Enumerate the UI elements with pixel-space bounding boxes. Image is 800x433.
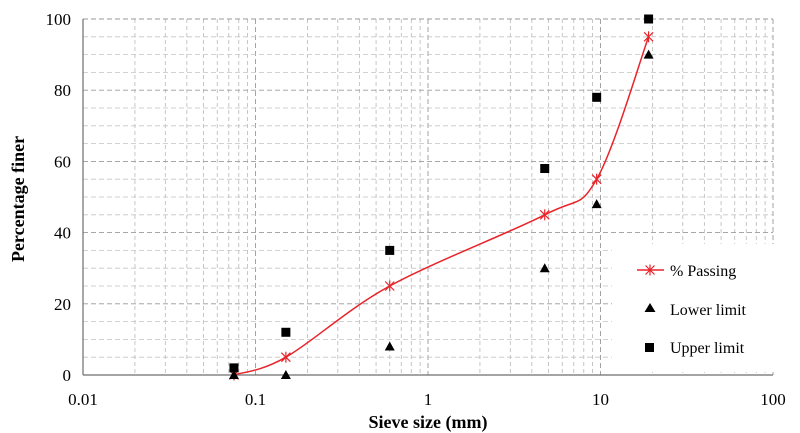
upper-limit-point xyxy=(281,327,291,337)
axes xyxy=(82,19,773,376)
passing-point xyxy=(643,31,654,43)
lower-limit-point xyxy=(643,49,654,59)
x-tick-label: 1 xyxy=(424,390,433,409)
legend-entry-lower: Lower limit xyxy=(644,302,747,319)
upper-limit-point xyxy=(592,92,602,102)
upper-limit-point xyxy=(644,14,654,24)
passing-point xyxy=(384,280,395,292)
x-tick-label: 0.01 xyxy=(68,390,98,409)
legend-box xyxy=(612,244,782,372)
legend-entry-upper: Upper limit xyxy=(645,340,745,357)
y-axis-title: Percentage finer xyxy=(8,136,28,262)
upper-limit-point xyxy=(385,245,395,255)
y-tick-label: 0 xyxy=(63,366,72,385)
legend-lower-label: Lower limit xyxy=(670,302,747,319)
lower-limit-point xyxy=(280,370,291,379)
x-tick-label: 10 xyxy=(592,390,609,409)
x-tick-label: 100 xyxy=(760,390,786,409)
legend-triangle-marker xyxy=(644,303,656,312)
upper-limit-point xyxy=(540,164,550,174)
legend-square-marker xyxy=(645,343,654,352)
x-tick-label: 0.1 xyxy=(245,390,266,409)
lower-limit-point xyxy=(591,199,602,209)
series xyxy=(228,14,654,381)
legend-star-shape xyxy=(645,264,655,276)
y-tick-label: 80 xyxy=(54,81,71,100)
passing-series-line xyxy=(233,36,650,376)
legend: % Passing Lower limit Upper limit xyxy=(612,244,782,372)
passing-point xyxy=(539,209,550,221)
upper-limit-point xyxy=(229,363,239,373)
legend-upper-label: Upper limit xyxy=(670,340,745,357)
x-axis-title: Sieve size (mm) xyxy=(369,412,488,433)
legend-entry-passing: % Passing xyxy=(637,263,736,280)
grid xyxy=(82,18,774,375)
legend-passing-label: % Passing xyxy=(670,263,736,280)
y-tick-label: 20 xyxy=(54,295,71,314)
y-tick-label: 60 xyxy=(54,152,71,171)
lower-limit-point xyxy=(539,263,550,273)
legend-star-marker xyxy=(645,264,655,276)
lower-limit-point xyxy=(228,370,239,379)
passing-point xyxy=(280,351,291,363)
tick-labels: 0.01 0.1 1 10 100 0 20 40 60 80 100 xyxy=(46,10,786,409)
lower-limit-point xyxy=(384,341,395,351)
y-tick-label: 100 xyxy=(46,10,72,29)
passing-point xyxy=(591,173,602,185)
y-tick-label: 40 xyxy=(54,224,71,243)
